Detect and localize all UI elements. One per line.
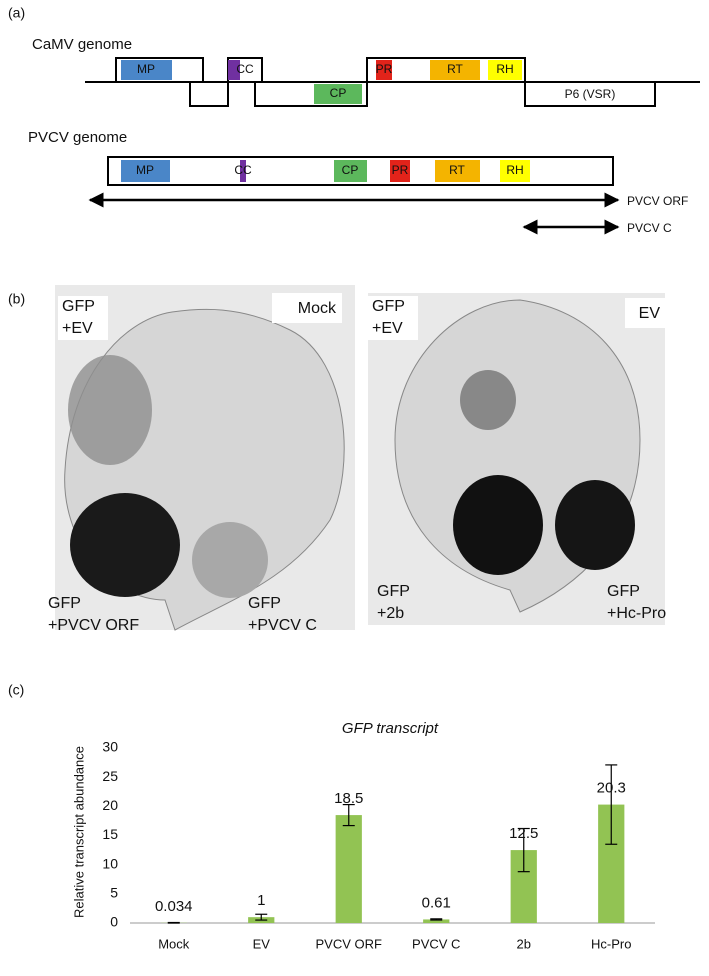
gene-label: CC	[236, 62, 254, 76]
gene-label: P6 (VSR)	[565, 87, 616, 101]
gene-label: CC	[234, 163, 252, 177]
leaf-label: +2b	[377, 605, 404, 622]
gene-label: CP	[330, 86, 347, 100]
leaf-label: +Hc-Pro	[607, 605, 666, 622]
error-bar	[605, 764, 618, 845]
gene-label: RH	[506, 163, 523, 177]
leaf-label: GFP	[248, 595, 281, 612]
value-label: 0.034	[155, 898, 193, 915]
x-tick-label: PVCV C	[412, 936, 460, 951]
x-tick-label: Hc-Pro	[591, 936, 631, 951]
bar	[335, 815, 362, 923]
gene-label: MP	[137, 62, 155, 76]
leaf-label: +EV	[62, 320, 93, 337]
leaf-label: GFP	[372, 298, 405, 315]
x-tick-label: EV	[253, 936, 271, 951]
leaf-label: GFP	[607, 583, 640, 600]
value-label: 1	[257, 892, 265, 909]
gene-label: MP	[136, 163, 154, 177]
error-bar	[167, 921, 180, 924]
y-tick-label: 15	[102, 826, 118, 842]
label-bg	[625, 298, 670, 328]
chart-title: GFP transcript	[342, 720, 439, 737]
gene-label: CP	[342, 163, 359, 177]
error-bar	[517, 827, 530, 873]
error-bar	[342, 803, 355, 827]
gene-label: RH	[496, 62, 513, 76]
gene-label: RT	[447, 62, 463, 76]
gene-label: PR	[376, 62, 393, 76]
panel-label: (c)	[8, 682, 24, 698]
leaf-image	[55, 285, 665, 631]
y-tick-label: 10	[102, 855, 118, 871]
label-bg	[368, 318, 418, 340]
leaf-label: GFP	[62, 298, 95, 315]
leaf-label: +PVCV C	[248, 617, 317, 634]
y-tick-label: 30	[102, 739, 118, 755]
label-bg	[368, 296, 418, 318]
leaf-label: GFP	[377, 583, 410, 600]
leaf-label: +PVCV ORF	[48, 617, 139, 634]
leaf-label: +EV	[372, 320, 403, 337]
error-bar	[255, 913, 268, 921]
leaf-label: EV	[639, 305, 661, 322]
genome-title: PVCV genome	[28, 129, 127, 146]
gene-label: PR	[392, 163, 409, 177]
value-label: 20.3	[597, 780, 626, 797]
label-bg	[58, 318, 108, 340]
gene-label: RT	[449, 163, 465, 177]
label-bg	[58, 296, 108, 318]
leaf-label: Mock	[298, 300, 337, 317]
x-tick-label: Mock	[158, 936, 190, 951]
arrow-label: PVCV ORF	[627, 194, 688, 208]
leaf-label: GFP	[48, 595, 81, 612]
value-label: 18.5	[334, 790, 363, 807]
arrow-label: PVCV C	[627, 221, 672, 235]
x-tick-label: PVCV ORF	[316, 936, 383, 951]
error-bar	[430, 918, 443, 921]
y-tick-label: 5	[110, 885, 118, 901]
value-label: 0.61	[422, 894, 451, 911]
y-tick-label: 20	[102, 797, 118, 813]
bar	[423, 919, 450, 923]
genome-title: CaMV genome	[32, 36, 132, 53]
value-label: 12.5	[509, 825, 538, 842]
panel-label: (b)	[8, 291, 25, 307]
panel-label: (a)	[8, 5, 25, 21]
y-tick-label: 25	[102, 768, 118, 784]
label-bg	[272, 293, 342, 323]
x-tick-label: 2b	[517, 936, 531, 951]
y-axis-label: Relative transcript abundance	[71, 746, 86, 918]
y-tick-label: 0	[110, 914, 118, 930]
